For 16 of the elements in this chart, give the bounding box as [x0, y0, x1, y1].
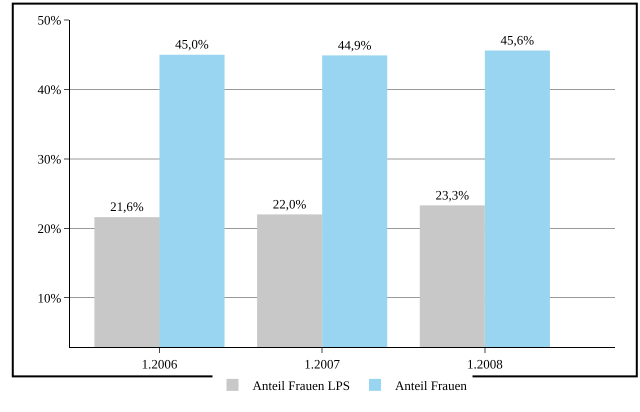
x-tick-label: 1.2007: [304, 356, 341, 372]
data-label: 45,6%: [500, 32, 534, 48]
legend-label: Anteil Frauen LPS: [252, 378, 350, 393]
data-label: 22,0%: [272, 196, 306, 212]
x-tick-label: 1.2008: [466, 356, 503, 372]
y-tick-label: 20%: [38, 220, 62, 236]
data-label: 45,0%: [175, 36, 209, 52]
y-tick-label: 10%: [38, 290, 62, 306]
y-tick-label: 30%: [38, 151, 62, 166]
data-label: 21,6%: [110, 199, 144, 214]
x-tick-label: 1.2006: [142, 356, 178, 372]
data-label: 23,3%: [435, 187, 470, 202]
y-tick-label: 40%: [38, 82, 62, 97]
legend-label: Anteil Frauen: [395, 378, 468, 393]
data-label: 44,9%: [338, 37, 372, 52]
y-tick-label: 50%: [38, 12, 62, 28]
